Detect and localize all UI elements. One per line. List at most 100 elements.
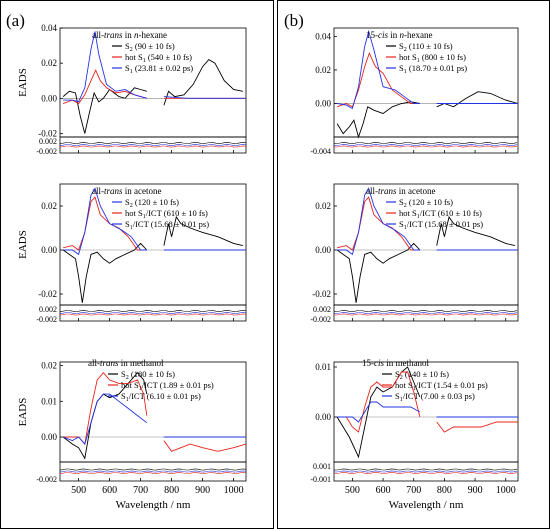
residual-tick-label: -0.002 (310, 315, 331, 324)
legend-entry: S2 (90 ± 10 fs) (125, 41, 175, 53)
residual-tick-label: 0.001 (313, 462, 331, 471)
x-axis-label: Wavelength / nm (116, 499, 191, 511)
panel-a-frame (0, 0, 274, 529)
y-axis-label: EADS (17, 398, 29, 427)
legend-entry: S2 (140 ± 10 fs) (395, 369, 449, 381)
legend-title: 15-cis in methanol (362, 358, 429, 368)
series-line (337, 401, 421, 423)
y-tick-label: 0.00 (41, 245, 57, 255)
residual-trace (59, 472, 247, 474)
x-axis-label: Wavelength / nm (389, 499, 464, 511)
residual-frame (59, 304, 247, 322)
residual-trace (59, 144, 247, 146)
series-line (336, 242, 421, 303)
series-line (163, 96, 246, 99)
panel-label-a: (a) (6, 11, 25, 30)
legend-entry: hot S1/ICT (610 ± 10 fs) (399, 208, 482, 220)
residual-trace (333, 310, 518, 312)
series-line (337, 29, 420, 110)
series-line (436, 91, 519, 108)
series-line (62, 87, 147, 134)
residual-tick-label: -0.002 (36, 315, 57, 324)
x-tick-label: 500 (345, 485, 360, 496)
x-tick-label: 700 (133, 485, 148, 496)
series-line (337, 187, 420, 256)
series-line (62, 196, 147, 251)
residual-trace (59, 470, 247, 473)
residual-trace (333, 472, 518, 474)
legend-title: all-trans in methanol (88, 358, 164, 368)
series-line (336, 101, 420, 139)
residual-tick-label: 0.002 (39, 137, 57, 146)
x-tick-label: 1000 (496, 485, 516, 496)
residual-frame (333, 461, 519, 482)
series-line (63, 187, 147, 256)
y-tick-label: -0.02 (38, 128, 57, 138)
x-tick-label: 1000 (224, 485, 244, 496)
residual-trace (59, 313, 247, 316)
y-tick-label: 0.00 (315, 98, 331, 108)
residual-trace (333, 468, 518, 471)
y-tick-label: 0.02 (41, 361, 57, 371)
legend-title: all-trans in acetone (92, 186, 162, 196)
residual-tick-label: -0.001 (310, 475, 331, 484)
y-tick-label: 0.02 (315, 65, 331, 75)
chart-3: 0.02 0.01 0.00 -0.002 500 600 700 800 900 1000 Wav… (17, 358, 247, 511)
residual-frame (59, 461, 247, 482)
y-tick-label: 0.00 (41, 432, 57, 442)
legend-entry: S1 (18.70 ± 0.01 ps) (399, 63, 467, 75)
chart-2: 0.02 0.00 -0.02 0.002-0.002 EADS all-trans in… (17, 183, 247, 324)
y-axis-label: EADS (17, 68, 29, 97)
residual-trace (59, 310, 247, 312)
x-tick-label: 800 (164, 485, 179, 496)
residual-trace (59, 142, 247, 144)
residual-tick-label: -0.002 (36, 475, 57, 484)
chart-1: 0.04 0.02 0.00 -0.020.002-0.002 EADS all-tran… (17, 23, 247, 156)
residual-frame (333, 304, 519, 322)
chart-5: 0.02 0.00 -0.02 0.002-0.002 all-trans in ace… (310, 183, 519, 324)
series-line (336, 51, 420, 108)
residual-trace (59, 145, 247, 148)
residual-trace (333, 144, 518, 146)
series-line (62, 393, 148, 446)
x-tick-label: 600 (376, 485, 391, 496)
residual-frame (59, 136, 247, 154)
legend-entry: S2 (180 ± 10 fs) (121, 369, 175, 381)
legend-entry: S1/ICT (15.68 ± 0.01 ps) (399, 219, 483, 231)
y-tick-label: 0.00 (315, 245, 331, 255)
y-tick-label: 0.04 (41, 23, 57, 33)
x-tick-label: 700 (406, 485, 421, 496)
residual-tick-label: -0.004 (310, 147, 331, 156)
y-tick-label: 0.01 (315, 362, 331, 372)
x-tick-label: 500 (71, 485, 86, 496)
x-tick-label: 900 (468, 485, 483, 496)
y-tick-label: 0.02 (315, 201, 331, 211)
series-line (436, 215, 516, 247)
residual-trace (333, 145, 518, 148)
y-tick-label: 0.01 (41, 396, 57, 406)
series-line (336, 366, 421, 459)
residual-trace (333, 312, 518, 314)
legend-entry: hot S1/ICT (1.54 ± 0.01 ps) (395, 380, 488, 392)
residual-tick-label: 0.002 (313, 305, 331, 314)
residual-trace (59, 312, 247, 314)
series-line (436, 421, 518, 433)
residual-trace (333, 142, 518, 144)
legend-title: 15-cis in n-hexane (366, 30, 433, 40)
series-line (163, 59, 243, 106)
legend-entry: S1 (23.81 ± 0.02 ps) (125, 63, 193, 75)
y-tick-label: 0.00 (315, 412, 331, 422)
series-line (337, 371, 421, 433)
y-tick-label: 0.02 (41, 201, 57, 211)
residual-frame (333, 136, 519, 154)
residual-tick-label: 0.002 (39, 305, 57, 314)
x-tick-label: 800 (437, 485, 452, 496)
legend-entry: S2 (120 ± 10 fs) (125, 197, 179, 209)
series-line (163, 440, 247, 452)
legend-entry: hot S1 (540 ± 10 fs) (125, 52, 192, 64)
residual-trace (333, 470, 518, 473)
y-tick-label: -0.02 (312, 289, 331, 299)
y-axis-label: EADS (17, 230, 29, 259)
